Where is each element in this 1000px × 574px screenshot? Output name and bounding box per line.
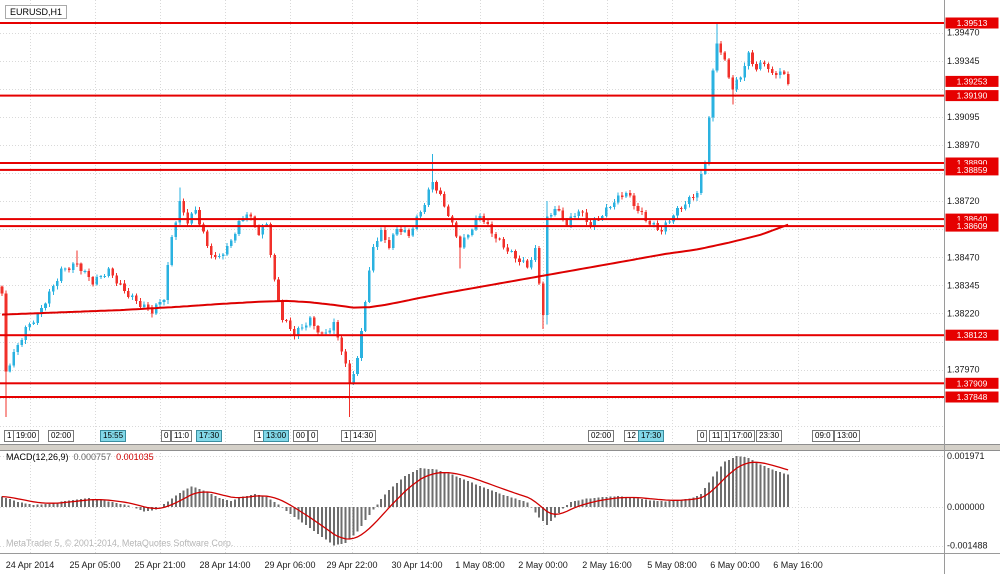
svg-text:1.39253: 1.39253 xyxy=(957,76,988,86)
trade-marker[interactable]: 17:00 xyxy=(729,430,756,442)
trade-marker[interactable]: 0 xyxy=(697,430,708,442)
horizontal-line[interactable] xyxy=(0,396,944,398)
trade-marker[interactable]: 14:30 xyxy=(350,430,377,442)
macd-axis-label: -0.001488 xyxy=(947,541,988,551)
macd-axis-label: 0.000000 xyxy=(947,502,985,512)
trade-marker[interactable]: 17:30 xyxy=(638,430,665,442)
time-tick-label: 28 Apr 14:00 xyxy=(199,560,250,570)
time-tick-label: 30 Apr 14:00 xyxy=(391,560,442,570)
candles xyxy=(0,23,790,417)
price-tick-label: 1.38345 xyxy=(947,280,980,290)
price-tick-label: 1.38470 xyxy=(947,252,980,262)
price-level-badge xyxy=(945,213,999,225)
time-tick-label: 29 Apr 06:00 xyxy=(264,560,315,570)
price-tick-label: 1.37970 xyxy=(947,365,980,375)
trade-marker[interactable]: 23:30 xyxy=(756,430,783,442)
price-tick-label: 1.38720 xyxy=(947,196,980,206)
trade-marker[interactable]: 02:00 xyxy=(588,430,615,442)
pane-divider[interactable] xyxy=(0,444,1000,450)
symbol-timeframe-label: EURUSD,H1 xyxy=(5,5,68,19)
time-tick-label: 25 Apr 21:00 xyxy=(134,560,185,570)
macd-indicator xyxy=(1,456,790,546)
svg-text:1.37848: 1.37848 xyxy=(957,392,988,402)
trade-marker[interactable]: 09:0 xyxy=(812,430,834,442)
platform-watermark: MetaTrader 5, © 2001-2014, MetaQuotes So… xyxy=(6,538,234,548)
price-level-badge xyxy=(945,329,999,341)
trade-marker[interactable]: 15:55 xyxy=(100,430,127,442)
macd-signal-line xyxy=(1,461,789,540)
price-axis[interactable]: 1.39470 1.39345 1.39095 1.38970 1.38720 1.384… xyxy=(945,17,999,551)
price-level-badge xyxy=(945,17,999,29)
trade-marker[interactable]: 00 xyxy=(293,430,308,442)
price-tick-label: 1.39345 xyxy=(947,56,980,66)
svg-text:1.38890: 1.38890 xyxy=(957,158,988,168)
time-tick-label: 6 May 16:00 xyxy=(773,560,823,570)
macd-value: 0.000757 xyxy=(73,452,112,462)
macd-name: MACD(12,26,9) xyxy=(6,452,69,462)
svg-text:1.37909: 1.37909 xyxy=(957,378,988,388)
price-level-badge xyxy=(945,391,999,403)
svg-text:1.38123: 1.38123 xyxy=(957,330,988,340)
svg-text:1.38640: 1.38640 xyxy=(957,214,988,224)
macd-indicator-label: MACD(12,26,9) 0.000757 0.001035 xyxy=(6,452,154,462)
macd-axis-label: 0.001971 xyxy=(947,451,985,461)
trade-marker[interactable]: 13:00 xyxy=(834,430,861,442)
horizontal-levels[interactable] xyxy=(0,22,944,398)
grid xyxy=(0,0,944,553)
trade-marker[interactable]: 02:00 xyxy=(48,430,75,442)
horizontal-line[interactable] xyxy=(0,334,944,337)
trade-marker[interactable]: 12 xyxy=(624,430,639,442)
price-level-badge xyxy=(945,157,999,169)
trade-marker[interactable]: 0 xyxy=(161,430,172,442)
horizontal-line[interactable] xyxy=(0,168,944,171)
trade-marker[interactable]: 0 xyxy=(308,430,319,442)
horizontal-line[interactable] xyxy=(0,22,944,24)
time-axis[interactable]: 24 Apr 2014 25 Apr 05:00 25 Apr 21:00 28 Ap… xyxy=(6,560,823,570)
current-price-badge xyxy=(945,75,999,87)
macd-signal-value: 0.001035 xyxy=(116,452,154,462)
svg-text:1.38609: 1.38609 xyxy=(957,221,988,231)
price-level-badge xyxy=(945,220,999,232)
price-tick-label: 1.39095 xyxy=(947,112,980,122)
svg-text:1.38859: 1.38859 xyxy=(957,165,988,175)
trade-marker[interactable]: 13:00 xyxy=(263,430,290,442)
trade-marker[interactable]: 11 xyxy=(709,430,724,442)
price-level-badge xyxy=(945,90,999,102)
horizontal-line[interactable] xyxy=(0,162,944,164)
time-tick-label: 1 May 08:00 xyxy=(455,560,505,570)
time-tick-label: 29 Apr 22:00 xyxy=(326,560,377,570)
time-tick-label: 6 May 00:00 xyxy=(710,560,760,570)
price-tick-label: 1.39470 xyxy=(947,28,980,38)
trade-marker[interactable]: 11:0 xyxy=(171,430,192,442)
horizontal-line[interactable] xyxy=(0,94,944,97)
time-tick-label: 24 Apr 2014 xyxy=(6,560,55,570)
price-tick-label: 1.38970 xyxy=(947,140,980,150)
horizontal-line[interactable] xyxy=(0,225,944,228)
time-tick-label: 5 May 08:00 xyxy=(647,560,697,570)
price-level-badge xyxy=(945,377,999,389)
time-tick-label: 25 Apr 05:00 xyxy=(69,560,120,570)
price-tick-label: 1.38220 xyxy=(947,309,980,319)
macd-histogram xyxy=(1,456,790,546)
time-tick-label: 2 May 00:00 xyxy=(518,560,568,570)
horizontal-line[interactable] xyxy=(0,218,944,221)
svg-text:1.39513: 1.39513 xyxy=(957,18,988,28)
horizontal-line[interactable] xyxy=(0,382,944,385)
trade-marker[interactable]: 19:00 xyxy=(13,430,40,442)
moving-average-line xyxy=(1,223,789,316)
time-tick-label: 2 May 16:00 xyxy=(582,560,632,570)
trade-marker[interactable]: 17:30 xyxy=(196,430,223,442)
price-level-badge xyxy=(945,164,999,176)
svg-text:1.39190: 1.39190 xyxy=(957,91,988,101)
